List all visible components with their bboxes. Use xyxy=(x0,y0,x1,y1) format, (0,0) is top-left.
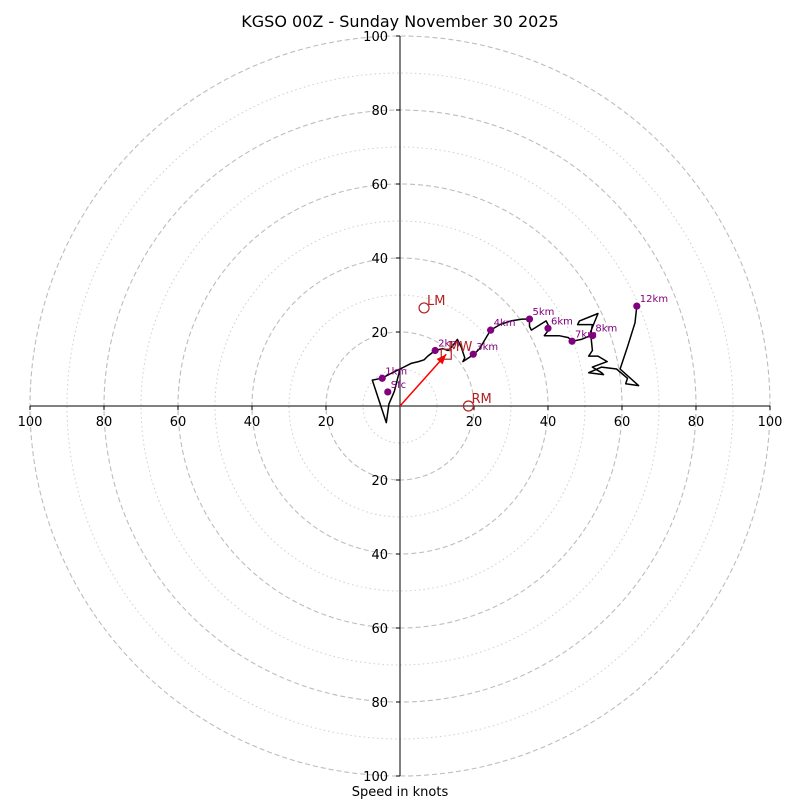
height-label-6km: 6km xyxy=(551,316,573,327)
height-point-5km xyxy=(525,315,534,323)
height-label-5km: 5km xyxy=(533,307,555,318)
height-label-sfc: Sfc xyxy=(391,380,406,391)
hodograph-line xyxy=(371,306,640,424)
height-point-8km xyxy=(588,332,597,340)
height-point-12km xyxy=(633,302,641,310)
height-point-2km xyxy=(431,346,439,355)
height-point-sfc xyxy=(384,388,392,396)
height-label-1km: 1km xyxy=(385,366,407,377)
height-label-7km: 7km xyxy=(575,329,597,340)
height-label-3km: 3km xyxy=(476,342,498,353)
y-tick-label-down-60: 60 xyxy=(371,622,388,637)
height-point-3km xyxy=(469,350,477,358)
chart-title: KGSO 00Z - Sunday November 30 2025 xyxy=(241,12,558,31)
y-tick-label-down-100: 100 xyxy=(363,770,388,785)
y-tick-label-down-40: 40 xyxy=(371,548,388,563)
height-label-4km: 4km xyxy=(494,318,516,329)
y-tick-label-up-20: 20 xyxy=(371,326,388,341)
y-tick-label-up-80: 80 xyxy=(371,104,388,119)
height-point-1km xyxy=(378,374,386,382)
y-tick-label-up-100: 100 xyxy=(363,30,388,45)
storm-motion-label-rm: RM xyxy=(471,392,491,407)
storm-motion-marker-lm xyxy=(418,302,430,314)
x-tick-label-right-80: 80 xyxy=(688,415,705,430)
y-tick-label-up-60: 60 xyxy=(371,178,388,193)
storm-motion-label-lm: LM xyxy=(427,294,445,309)
x-tick-label-left-100: 100 xyxy=(18,415,43,430)
x-tick-label-right-40: 40 xyxy=(540,415,557,430)
y-tick-label-down-20: 20 xyxy=(371,474,388,489)
x-tick-label-right-100: 100 xyxy=(758,415,783,430)
height-point-4km xyxy=(487,326,495,334)
x-axis-label: Speed in knots xyxy=(352,785,449,800)
storm-motion-markers: LM RM MW xyxy=(418,294,492,412)
mean-wind-arrow xyxy=(399,353,447,407)
mean-wind-label: MW xyxy=(448,340,472,355)
tick-labels: 100 100 100 100 80 80 80 80 60 60 60 60 40 40 40 40 20 20… xyxy=(18,30,783,785)
x-tick-label-left-40: 40 xyxy=(244,415,261,430)
height-point-7km xyxy=(568,337,576,345)
y-tick-label-down-80: 80 xyxy=(371,696,388,711)
height-label-12km: 12km xyxy=(640,294,668,305)
height-label-2km: 2km xyxy=(438,339,460,350)
mean-wind-marker xyxy=(440,348,452,360)
y-tick-label-up-40: 40 xyxy=(371,252,388,267)
x-tick-label-left-60: 60 xyxy=(170,415,187,430)
x-tick-label-right-20: 20 xyxy=(466,415,483,430)
x-tick-label-left-80: 80 xyxy=(96,415,113,430)
x-tick-label-left-20: 20 xyxy=(318,415,335,430)
height-label-8km: 8km xyxy=(595,324,617,335)
storm-motion-marker-rm xyxy=(462,400,475,412)
height-point-6km xyxy=(544,324,552,332)
x-tick-label-right-60: 60 xyxy=(614,415,631,430)
